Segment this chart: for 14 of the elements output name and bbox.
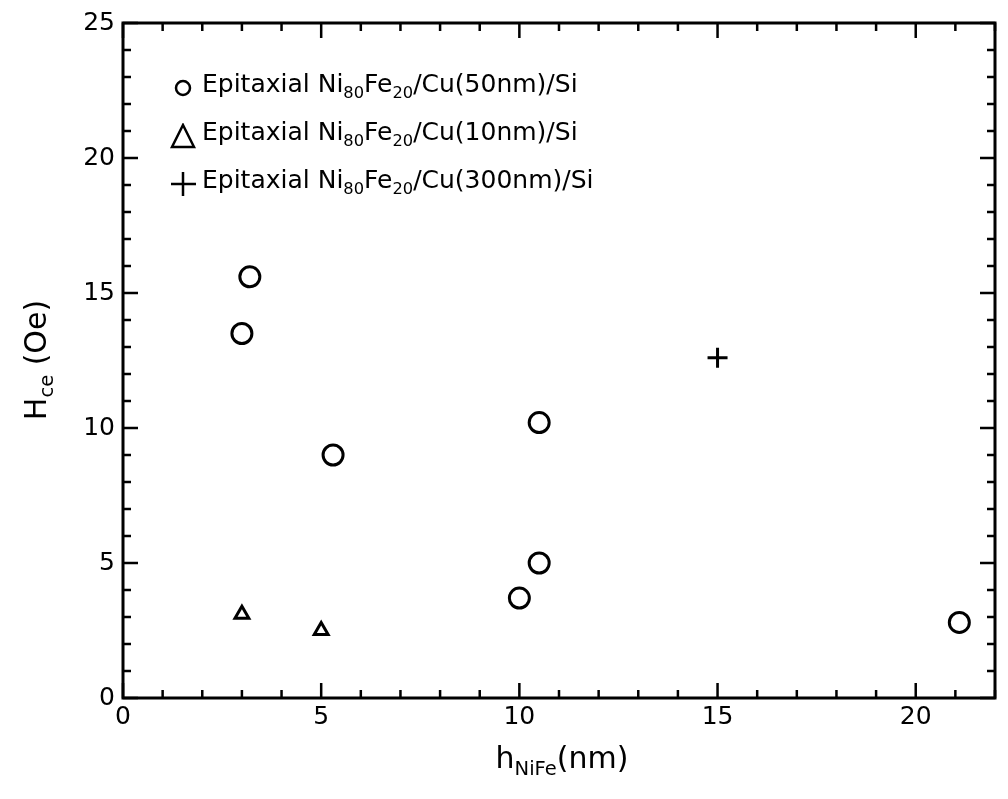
y-tick-label: 20 xyxy=(83,141,115,171)
x-tick-label: 15 xyxy=(701,700,734,730)
y-tick-label: 25 xyxy=(83,6,115,36)
x-tick-label: 20 xyxy=(899,700,932,730)
x-tick-label: 10 xyxy=(503,700,536,730)
legend-label: Epitaxial Ni$_{80}$Fe$_{20}$/Cu(50nm)/Si xyxy=(202,68,578,104)
y-tick-label: 5 xyxy=(99,546,115,576)
legend-label: Epitaxial Ni$_{80}$Fe$_{20}$/Cu(300nm)/Si xyxy=(202,164,594,200)
legend-label: Epitaxial Ni$_{80}$Fe$_{20}$/Cu(10nm)/Si xyxy=(202,116,578,152)
y-tick-label: 10 xyxy=(83,411,115,441)
x-tick-label: 5 xyxy=(313,700,330,730)
x-axis-title: h$_{NiFe}$(nm) xyxy=(494,740,630,780)
y-tick-label: 15 xyxy=(83,276,115,306)
y-tick-label: 0 xyxy=(99,681,115,711)
